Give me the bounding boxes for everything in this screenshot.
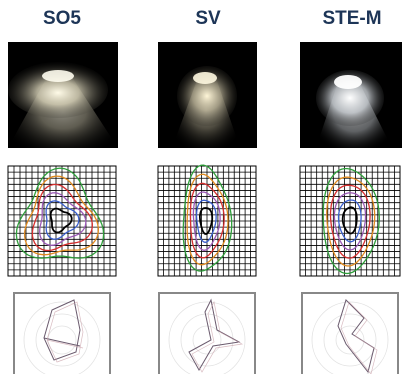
isolux-contour — [326, 176, 376, 267]
isolux-contour — [186, 173, 229, 266]
beam-photo — [300, 42, 402, 148]
polar-curve — [46, 301, 84, 363]
polar-ring — [168, 301, 246, 374]
polar-frame — [158, 292, 256, 374]
isolux-contour — [333, 192, 367, 251]
polar-curve — [340, 301, 378, 374]
polar-curve — [191, 300, 244, 373]
isolux-grid — [299, 165, 401, 277]
isolux-contour — [23, 175, 100, 256]
polar-plot — [158, 292, 256, 374]
polar-curve — [43, 299, 81, 361]
polar-ring — [311, 301, 389, 374]
isolux-contour — [341, 206, 358, 235]
isolux-grid — [7, 165, 117, 277]
beam-photo — [8, 42, 118, 148]
column-label: STE-M — [322, 8, 381, 29]
polar-plot — [13, 292, 111, 374]
isolux-contour — [45, 200, 80, 240]
column-label: SV — [195, 8, 221, 29]
polar-curve — [188, 298, 241, 372]
isolux-contour — [199, 207, 214, 235]
polar-ring — [192, 325, 222, 355]
isolux-contour — [182, 164, 233, 272]
isolux-contour — [189, 182, 225, 259]
polar-curve — [337, 299, 375, 374]
isolux-contour — [39, 192, 87, 246]
polar-frame — [301, 292, 399, 374]
polar-ring — [323, 313, 377, 367]
isolux-contour — [329, 184, 371, 259]
isolux-contour — [15, 167, 105, 259]
beam-photo — [158, 42, 257, 148]
isolux-grid — [157, 164, 257, 277]
polar-ring — [335, 325, 365, 355]
polar-ring — [35, 313, 89, 367]
isolux-contour — [31, 183, 93, 252]
isolux-contour — [192, 191, 221, 251]
isolux-contour — [322, 167, 380, 275]
polar-ring — [180, 313, 234, 367]
column-label: SO5 — [43, 8, 81, 29]
polar-ring — [23, 301, 101, 374]
isolux-contour — [337, 199, 362, 243]
isolux-contour — [195, 199, 217, 243]
polar-plot — [301, 292, 399, 374]
isolux-contour — [49, 207, 73, 234]
